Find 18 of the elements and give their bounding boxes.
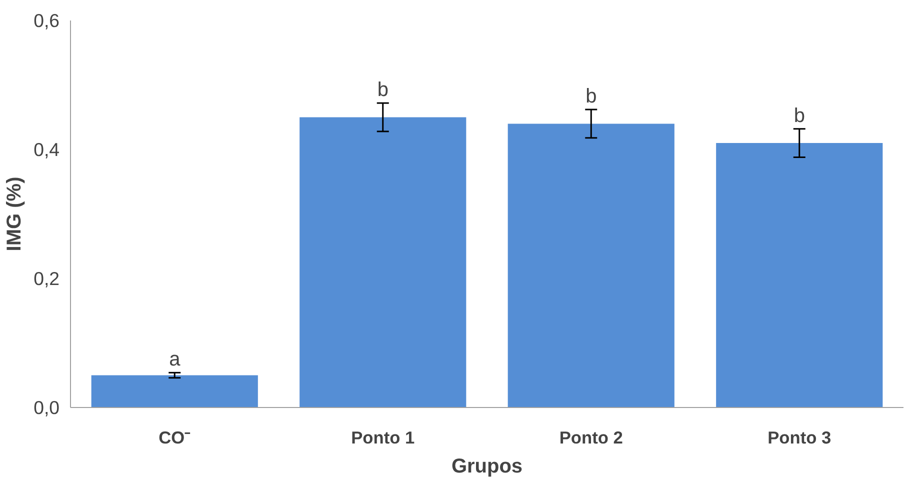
x-axis-title: Grupos <box>451 456 523 478</box>
y-tick-label: 0,4 <box>34 139 60 160</box>
bar <box>508 124 674 408</box>
annotation: a <box>169 348 182 371</box>
y-axis-title: IMG (%) <box>4 176 26 252</box>
x-tick-label: CO⁻ <box>158 428 191 448</box>
annotation: b <box>794 104 805 127</box>
bar <box>716 143 883 408</box>
y-tick-label: 0,0 <box>34 397 60 418</box>
annotation: b <box>377 79 388 102</box>
annotation: b <box>586 86 597 108</box>
x-tick-label: Ponto 2 <box>559 428 623 448</box>
bar <box>91 375 258 408</box>
bar <box>300 117 466 408</box>
x-tick-label: Ponto 3 <box>768 428 832 448</box>
y-tick-label: 0,2 <box>34 268 60 289</box>
x-tick-label: Ponto 1 <box>351 428 416 448</box>
y-tick-label: 0,6 <box>34 10 60 31</box>
